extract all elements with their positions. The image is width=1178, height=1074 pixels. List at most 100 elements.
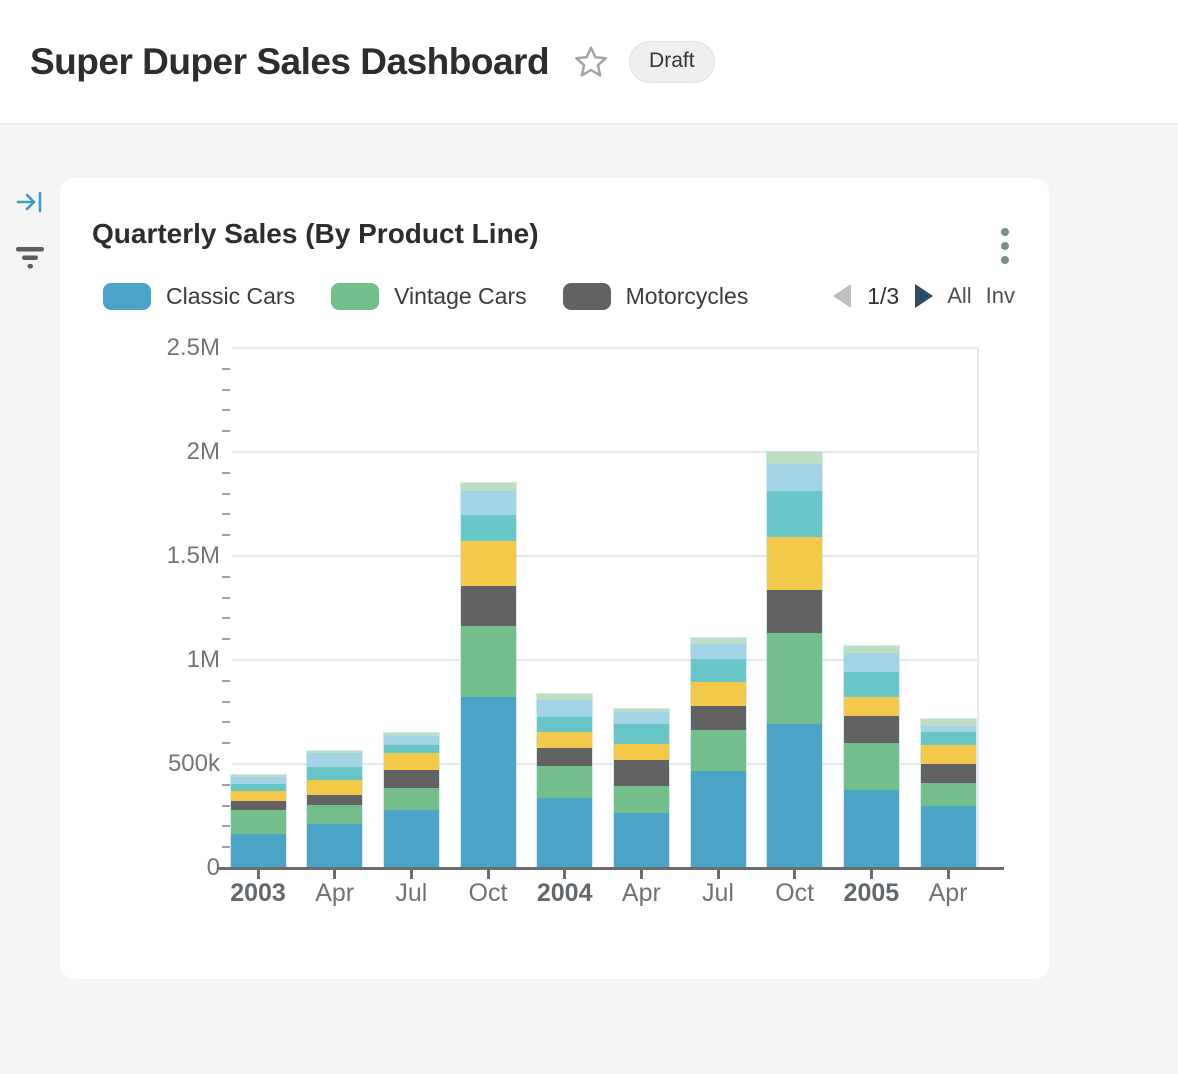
y-minor-tick (222, 575, 230, 578)
bar-segment[interactable] (920, 806, 976, 868)
bar-segment[interactable] (230, 800, 286, 811)
legend-label: Vintage Cars (394, 282, 527, 309)
bar-segment[interactable] (537, 731, 593, 748)
filter-sort-icon[interactable] (13, 241, 47, 273)
bar-segment[interactable] (690, 658, 746, 682)
bar-segment[interactable] (690, 638, 746, 644)
bar-segment[interactable] (613, 708, 669, 712)
x-axis-tick (333, 870, 337, 879)
bar-segment[interactable] (613, 759, 669, 787)
bar-segment[interactable] (613, 711, 669, 724)
bar-segment[interactable] (613, 723, 669, 744)
bar-segment[interactable] (920, 725, 976, 733)
bar-segment[interactable] (383, 810, 439, 868)
bar-segment[interactable] (920, 763, 976, 784)
bar-segment[interactable] (920, 744, 976, 764)
collapse-panel-icon[interactable] (15, 189, 45, 215)
bar-segment[interactable] (460, 626, 516, 698)
legend-swatch (562, 282, 611, 310)
bar-segment[interactable] (690, 771, 746, 868)
legend-prev-icon[interactable] (833, 284, 852, 308)
x-axis-label: Jul (702, 879, 734, 907)
legend-inv-button[interactable]: Inv (985, 283, 1015, 308)
bar-segment[interactable] (690, 643, 746, 659)
bar-segment[interactable] (920, 783, 976, 807)
bar-segment[interactable] (690, 681, 746, 706)
bar-segment[interactable] (920, 732, 976, 745)
gridline-2M (232, 451, 977, 453)
y-minor-tick (222, 596, 230, 599)
bar-segment[interactable] (843, 715, 899, 743)
bar-segment[interactable] (307, 750, 363, 753)
bar-segment[interactable] (307, 795, 363, 806)
x-axis-tick (563, 870, 567, 879)
bar-segment[interactable] (843, 742, 899, 791)
bar-segment[interactable] (843, 671, 899, 697)
bar-segment[interactable] (307, 766, 363, 781)
bar-segment[interactable] (613, 743, 669, 760)
bar-segment[interactable] (230, 810, 286, 834)
bar-segment[interactable] (230, 784, 286, 792)
bar-segment[interactable] (843, 646, 899, 653)
bar-segment[interactable] (690, 730, 746, 772)
bar-segment[interactable] (307, 824, 363, 868)
bar-segment[interactable] (767, 590, 823, 633)
bar-segment[interactable] (537, 716, 593, 732)
bar-segment[interactable] (537, 798, 593, 868)
legend-item-classic-cars[interactable]: Classic Cars (103, 282, 295, 310)
bar-segment[interactable] (767, 632, 823, 724)
legend-item-vintage-cars[interactable]: Vintage Cars (331, 282, 527, 310)
favorite-star-icon[interactable] (573, 44, 609, 80)
legend-item-motorcycles[interactable]: Motorcycles (562, 282, 748, 310)
bar-segment[interactable] (383, 736, 439, 746)
bar-oct-3 (460, 482, 516, 868)
bar-2005-8 (843, 646, 899, 868)
bar-segment[interactable] (537, 747, 593, 767)
bar-segment[interactable] (537, 766, 593, 799)
gridline-1.5M (232, 555, 977, 557)
bar-segment[interactable] (460, 586, 516, 627)
x-axis-label: Oct (775, 879, 815, 907)
kebab-menu-icon[interactable] (995, 222, 1015, 270)
bar-segment[interactable] (230, 791, 286, 801)
legend-all-button[interactable]: All (947, 283, 972, 308)
bar-segment[interactable] (767, 464, 823, 491)
bar-segment[interactable] (767, 490, 823, 537)
bar-segment[interactable] (383, 745, 439, 753)
bar-segment[interactable] (383, 752, 439, 771)
bar-segment[interactable] (307, 752, 363, 767)
gridline-2.5M (232, 347, 977, 349)
bar-segment[interactable] (460, 697, 516, 868)
bar-segment[interactable] (767, 723, 823, 868)
bar-segment[interactable] (383, 733, 439, 737)
bar-segment[interactable] (230, 833, 286, 868)
bar-segment[interactable] (460, 541, 516, 587)
bar-segment[interactable] (307, 805, 363, 825)
x-axis-tick (486, 870, 490, 879)
gridline-500k (232, 763, 977, 765)
legend-next-icon[interactable] (915, 284, 934, 308)
bar-segment[interactable] (843, 790, 899, 868)
x-axis-tick (716, 870, 720, 879)
bar-segment[interactable] (843, 652, 899, 672)
bar-segment[interactable] (537, 694, 593, 701)
bar-segment[interactable] (230, 775, 286, 778)
bar-segment[interactable] (613, 786, 669, 814)
bar-segment[interactable] (307, 780, 363, 796)
bar-segment[interactable] (230, 777, 286, 785)
bar-segment[interactable] (767, 451, 823, 465)
bar-segment[interactable] (767, 536, 823, 591)
bar-segment[interactable] (460, 514, 516, 542)
bar-segment[interactable] (690, 705, 746, 731)
bar-segment[interactable] (383, 770, 439, 789)
y-minor-tick (222, 367, 230, 370)
bar-segment[interactable] (460, 482, 516, 492)
bar-segment[interactable] (537, 700, 593, 717)
x-axis-tick (639, 870, 643, 879)
bar-segment[interactable] (460, 491, 516, 515)
bar-segment[interactable] (383, 788, 439, 811)
bar-segment[interactable] (920, 718, 976, 726)
bar-segment[interactable] (843, 696, 899, 716)
bar-segment[interactable] (613, 813, 669, 868)
x-axis-tick (409, 870, 413, 879)
